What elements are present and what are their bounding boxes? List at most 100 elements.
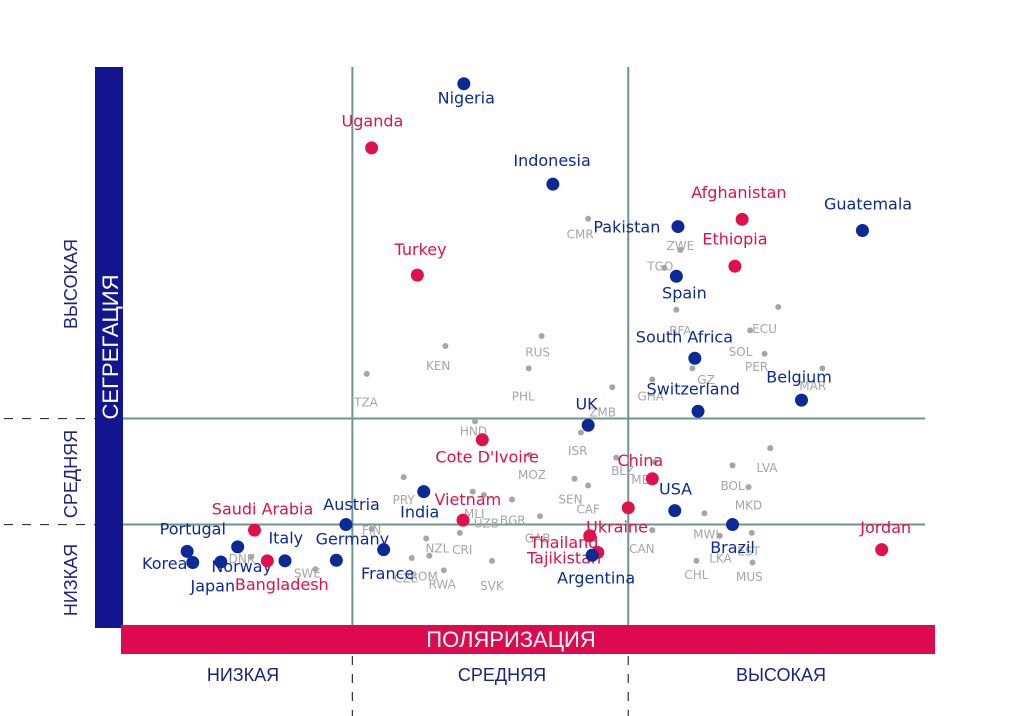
other-point <box>537 513 544 520</box>
country-point <box>214 555 228 569</box>
other-label: TGO <box>646 260 673 274</box>
other-point <box>689 365 696 372</box>
country-point <box>621 501 635 515</box>
other-label: PHL <box>512 390 535 404</box>
other-point <box>480 491 487 498</box>
other-label: GZ <box>697 373 715 387</box>
other-point <box>577 429 584 436</box>
other-label: BOL <box>720 479 744 493</box>
other-point <box>649 376 656 383</box>
quadrant-guides <box>4 67 925 716</box>
other-label: GHA <box>637 390 664 404</box>
other-point <box>248 553 255 560</box>
other-point <box>585 482 592 489</box>
other-point <box>649 527 656 534</box>
y-axis-band <box>95 67 123 628</box>
country-label: Pakistan <box>593 218 660 237</box>
country-point <box>688 351 702 365</box>
country-label: Ukraine <box>586 517 648 536</box>
country-point <box>735 212 749 226</box>
other-label: SVK <box>480 579 505 593</box>
country-label: Ethiopia <box>702 229 767 248</box>
country-point <box>186 556 200 570</box>
other-label: CAN <box>629 542 655 556</box>
other-label: MAR <box>799 379 826 393</box>
other-label: BGR <box>500 514 526 528</box>
other-label: CMR <box>567 227 594 241</box>
other-label: MLI <box>464 507 485 521</box>
x-axis-title: ПОЛЯРИЗАЦИЯ <box>426 627 595 652</box>
country-point <box>339 518 353 532</box>
other-point <box>408 555 415 562</box>
country-label: Thailand <box>529 533 599 552</box>
country-point <box>456 513 470 527</box>
other-point <box>368 526 375 533</box>
other-point <box>609 384 616 391</box>
other-label: KEN <box>426 359 450 373</box>
country-label: Norway <box>211 557 272 576</box>
country-label: Austria <box>323 495 380 514</box>
other-point <box>488 557 495 564</box>
y-level-high: ВЫСОКАЯ <box>61 239 81 329</box>
other-point <box>761 350 768 357</box>
other-point <box>538 332 545 339</box>
other-label: FIN <box>362 524 381 538</box>
country-point <box>457 77 471 91</box>
other-label: CHL <box>684 568 708 582</box>
other-point <box>440 567 447 574</box>
other-point <box>748 529 755 536</box>
x-level-medium: СРЕДНЯЯ <box>458 665 546 685</box>
other-point <box>472 418 479 425</box>
other-point <box>400 474 407 481</box>
country-label: Switzerland <box>647 380 740 399</box>
other-point <box>613 454 620 461</box>
other-point <box>469 488 476 495</box>
country-point <box>726 518 740 532</box>
other-label: PRY <box>393 493 416 507</box>
country-point <box>585 548 599 562</box>
country-label: Jordan <box>859 518 911 537</box>
country-label: Germany <box>316 530 390 549</box>
highlighted-countries: Nigeria Uganda Indonesia Afghanistan Guatema… <box>142 77 912 596</box>
other-point <box>716 532 723 539</box>
country-point <box>180 544 194 558</box>
other-label: LVA <box>756 461 778 475</box>
other-point <box>745 484 752 491</box>
country-label: Bangladesh <box>235 575 329 594</box>
other-point <box>661 264 668 271</box>
other-point <box>767 445 774 452</box>
country-label: Brazil <box>710 538 755 557</box>
other-label: RWA <box>429 578 457 592</box>
country-point <box>855 223 869 237</box>
other-point <box>651 459 658 466</box>
country-label: Korea <box>142 554 187 573</box>
country-label: Nigeria <box>438 88 495 107</box>
country-point <box>248 523 262 537</box>
other-point <box>423 535 430 542</box>
other-label: MUS <box>736 570 763 584</box>
country-point <box>231 540 245 554</box>
other-label: ZWE <box>667 239 695 253</box>
other-point <box>693 557 700 564</box>
other-label: BLZ <box>611 464 634 478</box>
y-axis-title: СЕГРЕГАЦИЯ <box>98 275 123 420</box>
country-label: Guatemala <box>824 194 912 213</box>
other-label: SOL <box>729 345 753 359</box>
country-label: UK <box>575 395 598 414</box>
country-point <box>278 554 292 568</box>
other-label: MKD <box>735 498 762 512</box>
country-label: Japan <box>190 577 236 596</box>
other-label: ROM <box>410 569 438 583</box>
other-point <box>363 370 370 377</box>
country-point <box>668 504 682 518</box>
country-label: USA <box>659 479 692 498</box>
other-point <box>701 510 708 517</box>
country-label: Indonesia <box>513 151 590 170</box>
other-label: TZA <box>353 395 379 409</box>
other-point <box>312 566 319 573</box>
other-label: PER <box>745 360 768 374</box>
other-label: EST <box>737 544 760 558</box>
other-label: DNK <box>229 552 256 566</box>
